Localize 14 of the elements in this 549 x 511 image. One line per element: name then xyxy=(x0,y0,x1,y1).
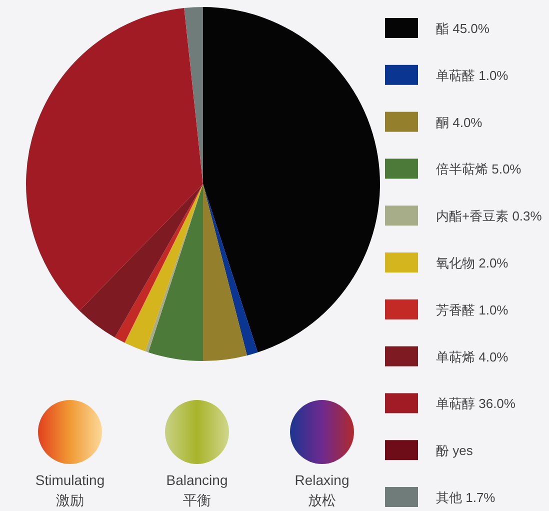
legend-label: 氧化物 2.0% xyxy=(436,256,509,270)
legend-label: 单萜醛 1.0% xyxy=(436,68,509,83)
legend-label: 单萜醇 36.0% xyxy=(436,396,516,412)
legend-label: 其他 1.7% xyxy=(436,490,496,505)
text: Balancing 平衡 xyxy=(166,472,228,508)
text: Relaxing 放松 xyxy=(294,472,350,508)
text: Stimulating 激励 xyxy=(35,472,105,508)
legend-label: 倍半萜烯 5.0% xyxy=(436,162,522,177)
legend-label: 芳香醛 1.0% xyxy=(436,302,509,318)
legend-label: 单萜烯 4.0% xyxy=(436,349,509,364)
legend-label: 内酯+香豆素 0.3% xyxy=(436,208,542,224)
legend-label: 酚 yes xyxy=(436,443,474,458)
legend-label: 酯 45.0% xyxy=(436,21,490,36)
legend-label: 酮 4.0% xyxy=(436,114,483,130)
